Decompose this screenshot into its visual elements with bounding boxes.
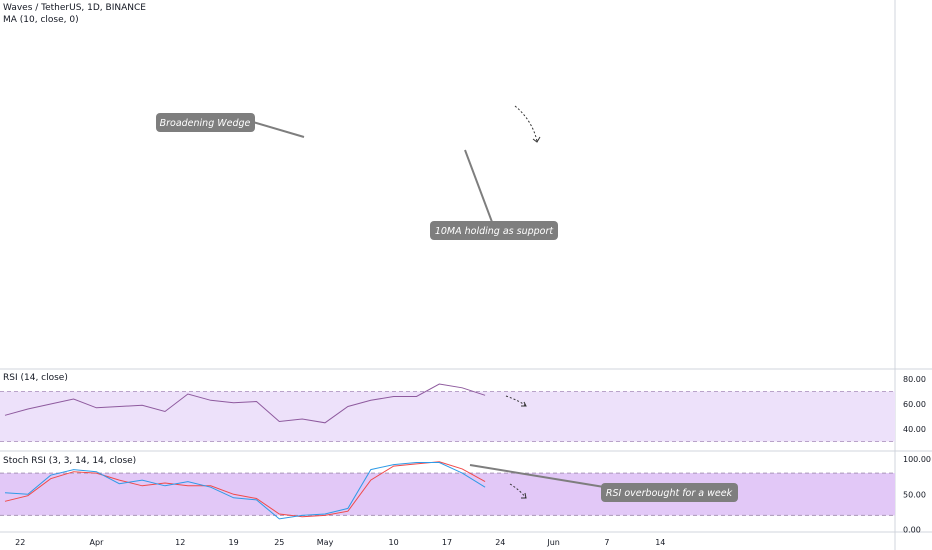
rsi-tick-label: 80.00	[903, 375, 926, 384]
projection-arrowhead	[521, 401, 527, 407]
stoch-legend[interactable]: Stoch RSI (3, 3, 14, 14, close)	[3, 456, 137, 466]
time-tick-label: 24	[495, 538, 505, 547]
rsi-band	[0, 391, 895, 442]
stoch-tick-label: 50.00	[903, 490, 926, 499]
projection-arrow	[514, 105, 538, 142]
time-tick-label: 12	[175, 538, 185, 547]
callout-box	[156, 113, 255, 132]
callout-text: 10MA holding as support	[435, 226, 555, 237]
stoch-d-line	[4, 461, 486, 518]
callout-pointer	[252, 121, 305, 138]
callout-box	[430, 221, 558, 240]
time-tick-label: 25	[274, 538, 284, 547]
stoch-band	[0, 473, 895, 516]
rsi-line	[4, 383, 486, 424]
projection-arrow	[509, 483, 527, 499]
projection-arrowhead	[532, 136, 541, 143]
time-tick-label: 14	[655, 538, 665, 547]
rsi-legend[interactable]: RSI (14, close)	[3, 373, 68, 383]
rsi-tick-label: 40.00	[903, 425, 926, 434]
rsi-tick-label: 60.00	[903, 400, 926, 409]
projection-arrow	[505, 395, 527, 407]
time-tick-label: 17	[442, 538, 452, 547]
stoch-tick-label: 0.00	[903, 526, 921, 535]
time-tick-label: Jun	[546, 538, 560, 547]
time-tick-label: May	[317, 538, 334, 547]
callout-pointer	[469, 464, 605, 488]
ma-legend[interactable]: MA (10, close, 0)	[3, 15, 79, 25]
callout-text: RSI overbought for a week	[606, 488, 733, 499]
projection-arrowhead	[521, 492, 527, 499]
time-tick-label: 19	[229, 538, 239, 547]
stoch-tick-label: 100.00	[903, 455, 931, 464]
stoch-k-line	[4, 462, 486, 520]
time-tick-label: 7	[604, 538, 609, 547]
callout-pointer	[464, 149, 493, 223]
callout-box	[601, 483, 738, 502]
time-tick-label: 10	[389, 538, 399, 547]
symbol-title[interactable]: Waves / TetherUS, 1D, BINANCE	[3, 3, 146, 13]
callout-text: Broadening Wedge	[160, 118, 251, 129]
time-tick-label: 22	[15, 538, 25, 547]
time-tick-label: Apr	[90, 538, 105, 547]
